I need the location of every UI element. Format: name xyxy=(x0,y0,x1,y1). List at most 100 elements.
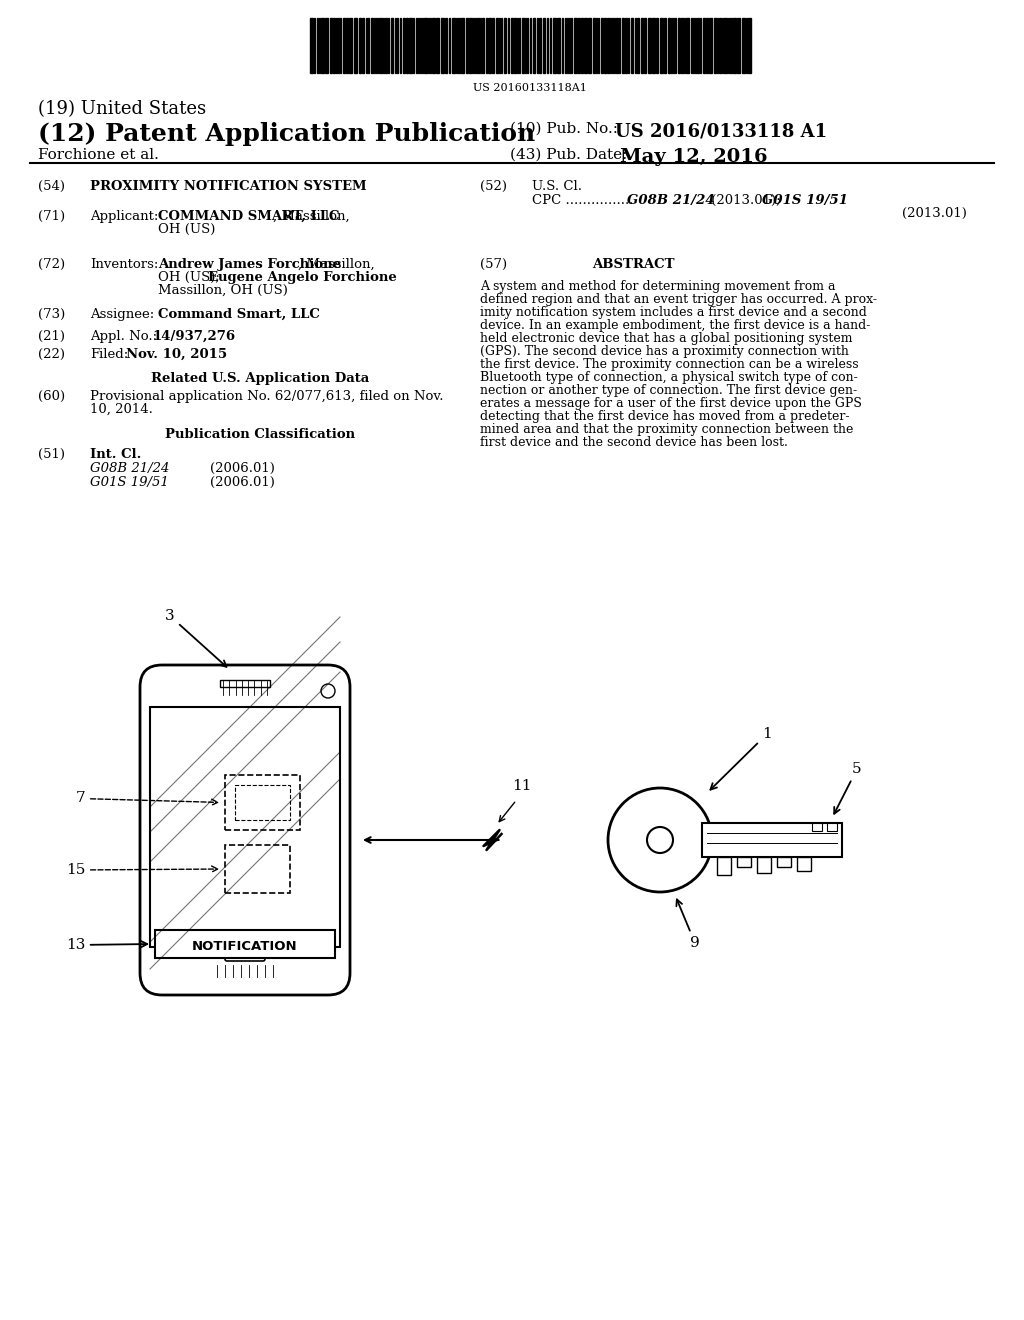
Text: first device and the second device has been lost.: first device and the second device has b… xyxy=(480,436,787,449)
Bar xyxy=(371,18,373,73)
Text: U.S. Cl.: U.S. Cl. xyxy=(532,180,582,193)
FancyBboxPatch shape xyxy=(140,665,350,995)
FancyBboxPatch shape xyxy=(225,942,265,961)
Text: Appl. No.:: Appl. No.: xyxy=(90,330,157,343)
Bar xyxy=(452,18,455,73)
Circle shape xyxy=(608,788,712,892)
Bar xyxy=(539,18,541,73)
Bar xyxy=(432,18,435,73)
Text: (54): (54) xyxy=(38,180,65,193)
Bar xyxy=(730,18,732,73)
Text: COMMAND SMART, LLC: COMMAND SMART, LLC xyxy=(158,210,340,223)
Text: detecting that the first device has moved from a predeter-: detecting that the first device has move… xyxy=(480,411,850,422)
Bar xyxy=(737,857,751,867)
Text: nection or another type of connection. The first device gen-: nection or another type of connection. T… xyxy=(480,384,857,397)
Text: Provisional application No. 62/077,613, filed on Nov.: Provisional application No. 62/077,613, … xyxy=(90,389,443,403)
Text: (GPS). The second device has a proximity connection with: (GPS). The second device has a proximity… xyxy=(480,345,849,358)
Bar xyxy=(310,18,313,73)
Text: 10, 2014.: 10, 2014. xyxy=(90,403,153,416)
Text: (43) Pub. Date:: (43) Pub. Date: xyxy=(510,148,628,162)
Bar xyxy=(330,18,332,73)
Bar xyxy=(362,18,364,73)
Text: Filed:: Filed: xyxy=(90,348,128,360)
Text: NOTIFICATION: NOTIFICATION xyxy=(193,940,298,953)
Bar xyxy=(625,18,627,73)
Bar xyxy=(458,18,460,73)
Text: 7: 7 xyxy=(76,792,218,805)
Text: Eugene Angelo Forchione: Eugene Angelo Forchione xyxy=(208,271,396,284)
Bar xyxy=(616,18,618,73)
Bar xyxy=(522,18,524,73)
Bar xyxy=(631,18,633,73)
Bar xyxy=(492,18,494,73)
Text: OH (US);: OH (US); xyxy=(158,271,220,284)
Bar xyxy=(482,18,484,73)
Bar xyxy=(543,18,545,73)
Bar xyxy=(445,18,447,73)
Bar xyxy=(604,18,606,73)
Bar xyxy=(325,18,328,73)
Text: (72): (72) xyxy=(38,257,66,271)
Bar xyxy=(797,857,811,871)
Text: (51): (51) xyxy=(38,447,65,461)
Bar xyxy=(742,18,745,73)
Bar xyxy=(436,18,439,73)
Text: G01S 19/51: G01S 19/51 xyxy=(90,477,169,488)
Bar xyxy=(660,18,663,73)
Bar xyxy=(581,18,583,73)
Bar xyxy=(380,18,382,73)
Bar xyxy=(534,18,535,73)
Bar xyxy=(504,18,506,73)
Text: Publication Classification: Publication Classification xyxy=(165,428,355,441)
Bar xyxy=(584,18,587,73)
Bar xyxy=(496,18,498,73)
Text: (12) Patent Application Publication: (12) Patent Application Publication xyxy=(38,121,536,147)
Bar xyxy=(220,680,270,686)
Bar xyxy=(702,822,842,857)
Text: defined region and that an event trigger has occurred. A prox-: defined region and that an event trigger… xyxy=(480,293,877,306)
Text: G08B 21/24: G08B 21/24 xyxy=(627,194,715,207)
Bar xyxy=(488,18,490,73)
Text: Assignee:: Assignee: xyxy=(90,308,155,321)
Bar xyxy=(668,18,670,73)
Text: 1: 1 xyxy=(711,727,772,789)
Bar xyxy=(607,18,609,73)
Text: 5: 5 xyxy=(835,762,862,813)
Circle shape xyxy=(647,828,673,853)
Bar xyxy=(343,18,345,73)
Bar xyxy=(225,845,290,894)
Bar xyxy=(652,18,655,73)
Text: (10) Pub. No.:: (10) Pub. No.: xyxy=(510,121,618,136)
Text: PROXIMITY NOTIFICATION SYSTEM: PROXIMITY NOTIFICATION SYSTEM xyxy=(90,180,367,193)
Text: US 20160133118A1: US 20160133118A1 xyxy=(473,83,587,92)
Bar xyxy=(403,18,406,73)
Bar xyxy=(333,18,335,73)
Bar xyxy=(150,708,340,946)
Text: , Massillon,: , Massillon, xyxy=(273,210,349,223)
Bar xyxy=(686,18,689,73)
Bar xyxy=(469,18,472,73)
Bar xyxy=(441,18,444,73)
Text: 14/937,276: 14/937,276 xyxy=(152,330,236,343)
Bar xyxy=(406,18,408,73)
Text: ABSTRACT: ABSTRACT xyxy=(592,257,675,271)
Bar xyxy=(644,18,646,73)
Text: Massillon, OH (US): Massillon, OH (US) xyxy=(158,284,288,297)
Bar xyxy=(637,18,639,73)
Text: (60): (60) xyxy=(38,389,66,403)
Bar xyxy=(553,18,556,73)
Bar xyxy=(409,18,412,73)
Text: Forchione et al.: Forchione et al. xyxy=(38,148,159,162)
Bar xyxy=(709,18,712,73)
Text: Applicant:: Applicant: xyxy=(90,210,159,223)
Bar xyxy=(588,18,591,73)
Text: (73): (73) xyxy=(38,308,66,321)
Text: device. In an example embodiment, the first device is a hand-: device. In an example embodiment, the fi… xyxy=(480,319,870,333)
Bar xyxy=(717,857,731,875)
Bar xyxy=(578,18,580,73)
Text: (21): (21) xyxy=(38,330,65,343)
Bar xyxy=(719,18,721,73)
Bar xyxy=(349,18,352,73)
Text: Inventors:: Inventors: xyxy=(90,257,159,271)
Text: Andrew James Forchione: Andrew James Forchione xyxy=(158,257,341,271)
